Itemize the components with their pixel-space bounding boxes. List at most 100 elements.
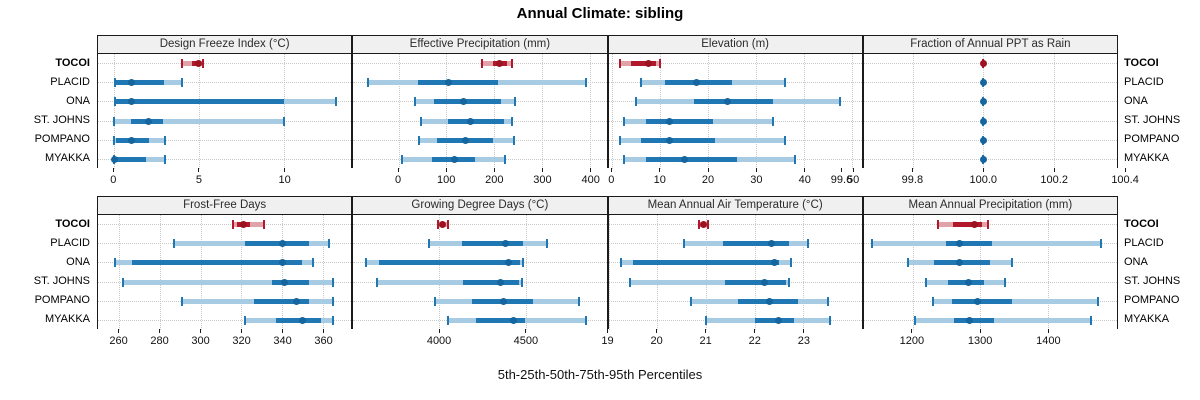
gridline-v [114, 54, 116, 169]
whisker-cap-95th [826, 296, 829, 306]
panel-plot-mean_annual_air_temperature [608, 215, 862, 330]
tick-mark [705, 329, 707, 333]
whisker-cap-5th [420, 116, 423, 126]
panel-plot-growing_degree_days [353, 215, 607, 330]
tick-mark [118, 329, 120, 333]
whisker-cap-95th [807, 239, 810, 249]
gridline-v [589, 54, 591, 169]
tick-mark [979, 329, 981, 333]
panel-header-effective_precipitation: Effective Precipitation (mm) [353, 36, 607, 54]
panel-mean_annual_precipitation: Mean Annual Precipitation (mm) [862, 196, 1118, 330]
whisker-cap-95th [772, 116, 775, 126]
chart-title: Annual Climate: sibling [516, 5, 684, 22]
x-axis-caption: 5th-25th-50th-75th-95th Percentiles [497, 367, 703, 382]
whisker-cap-95th [311, 258, 314, 268]
whisker-cap-5th [618, 135, 621, 145]
site-label-right: ONA [1124, 255, 1148, 268]
gridline-v [756, 54, 758, 169]
iqr-band-25-75 [275, 317, 321, 323]
site-label-left: MYAKKA [44, 313, 90, 326]
median-dot [666, 117, 674, 125]
whisker-cap-95th [585, 78, 588, 88]
whisker-cap-5th [366, 78, 369, 88]
tick-mark [804, 168, 806, 172]
whisker-cap-5th [704, 315, 707, 325]
tick-label: 360 [314, 335, 333, 347]
whisker-cap-95th [201, 59, 204, 69]
whisker-cap-5th [936, 220, 939, 230]
median-dot [692, 79, 700, 87]
whisker-cap-95th [521, 258, 524, 268]
tick-label: 280 [150, 335, 169, 347]
tick-label: 19 [601, 335, 614, 347]
panel-plot-frost_free_days [98, 215, 352, 330]
median-dot [768, 240, 776, 248]
median-dot [979, 60, 987, 68]
tick-mark [911, 329, 913, 333]
site-label-left: ST. JOHNS [33, 114, 90, 127]
whisker-cap-95th [577, 296, 580, 306]
iqr-band-25-75 [131, 260, 303, 266]
panel-axis-mean_annual_precipitation: 1200 1300 1400 [863, 329, 1118, 359]
site-label-left: ONA [66, 255, 90, 268]
whisker-cap-95th [334, 97, 337, 107]
tick-mark [607, 329, 608, 333]
iqr-band-25-75 [953, 317, 994, 323]
whisker-cap-5th [682, 239, 685, 249]
median-dot [971, 221, 979, 229]
gridline-h [608, 63, 862, 65]
whisker-cap-95th [546, 239, 549, 249]
tick-label: 99.6 [830, 174, 853, 186]
tick-mark [445, 168, 447, 172]
median-dot [666, 136, 674, 144]
site-label-right: TOCOI [1124, 217, 1159, 230]
range-band-5-95 [377, 279, 523, 285]
tick-mark [982, 168, 984, 172]
iqr-band-25-75 [448, 118, 505, 124]
site-label-left: TOCOI [55, 56, 90, 69]
median-dot [680, 155, 688, 163]
gridline-h [863, 120, 1117, 122]
tick-label: 200 [485, 174, 504, 186]
tick-mark [755, 168, 757, 172]
whisker-cap-5th [870, 239, 873, 249]
tick-mark [284, 168, 286, 172]
gridline-h [863, 158, 1117, 160]
whisker-cap-95th [327, 239, 330, 249]
gridline-v [804, 54, 806, 169]
median-dot [965, 316, 973, 324]
whisker-cap-95th [331, 315, 334, 325]
whisker-cap-5th [623, 154, 626, 164]
panel-design_freeze_index: Design Freeze Index (°C) [97, 35, 353, 169]
tick-mark [159, 329, 161, 333]
whisker-cap-5th [907, 258, 910, 268]
whisker-cap-5th [434, 296, 437, 306]
median-dot [502, 240, 510, 248]
tick-mark [438, 329, 440, 333]
median-dot [127, 79, 135, 87]
iqr-band-25-75 [722, 241, 789, 247]
tick-label: 100.4 [1111, 174, 1139, 186]
gridline-v [803, 215, 805, 330]
tick-label: 100 [436, 174, 456, 186]
median-dot [292, 297, 300, 305]
tick-label: 0 [608, 174, 615, 186]
median-dot [979, 79, 987, 87]
gridline-h [98, 139, 352, 141]
iqr-band-25-75 [754, 317, 794, 323]
gridline-h [863, 224, 1117, 226]
panel-plot-elevation [608, 54, 862, 169]
site-label-left: ONA [66, 94, 90, 107]
median-dot [699, 221, 707, 229]
iqr-band-25-75 [951, 298, 1013, 304]
whisker-cap-5th [417, 135, 420, 145]
gridline-h [353, 224, 607, 226]
median-dot [504, 259, 512, 267]
whisker-cap-95th [1097, 296, 1100, 306]
tick-label: 340 [273, 335, 292, 347]
tick-mark [840, 168, 842, 172]
gridline-v [980, 215, 982, 330]
whisker-cap-5th [640, 78, 643, 88]
iqr-band-25-75 [115, 99, 285, 105]
gridline-h [98, 63, 352, 65]
